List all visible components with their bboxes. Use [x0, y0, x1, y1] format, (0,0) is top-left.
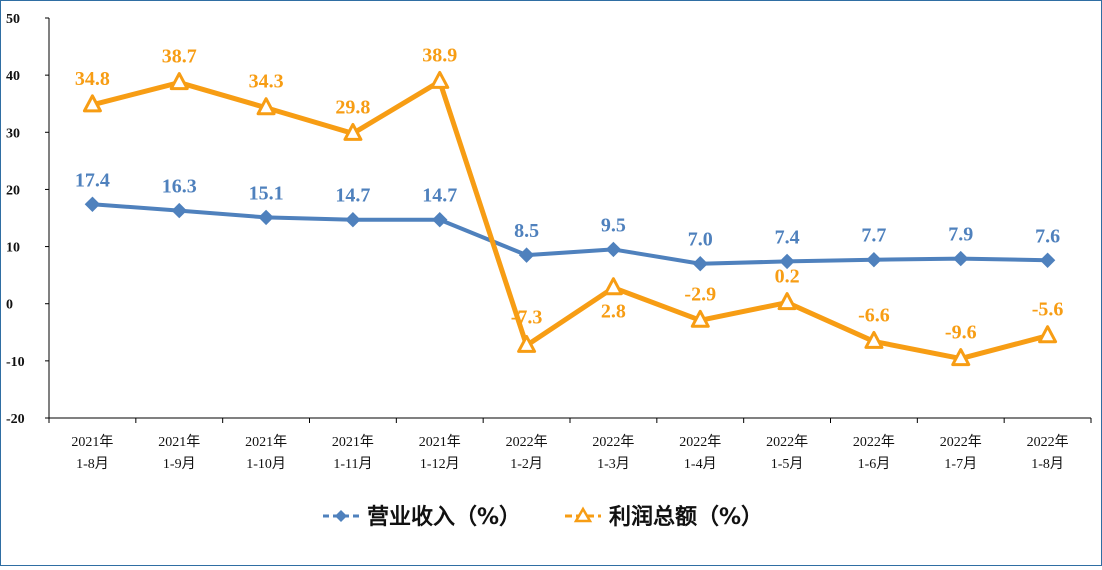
y-tick-label: 20 — [6, 183, 20, 198]
data-point-diamond — [432, 212, 448, 228]
data-point-triangle — [1038, 325, 1058, 344]
x-tick-label-period: 1-12月 — [420, 456, 460, 472]
x-tick-label-period: 1-11月 — [333, 456, 372, 472]
legend-label: 营业收入（%） — [367, 504, 521, 530]
data-point-diamond — [345, 212, 361, 228]
data-label: 9.5 — [601, 214, 626, 236]
data-point-diamond — [866, 252, 882, 268]
data-point-triangle — [690, 309, 710, 328]
data-point-triangle — [517, 334, 537, 353]
data-point-diamond — [518, 247, 535, 263]
data-label: 14.7 — [335, 185, 370, 207]
data-point-diamond — [953, 250, 969, 267]
series-profit: 34.8 38.7 34.3 29.8 38.9 -7.3 2.8 -2.9 0.2 -6.6 -9… — [75, 44, 1064, 367]
x-tick-label-period: 1-5月 — [771, 456, 804, 472]
series-line — [91, 78, 1049, 362]
data-point-triangle — [603, 277, 623, 296]
x-tick-label-year: 2022年 — [506, 434, 548, 450]
series-line — [92, 202, 1048, 266]
data-point-triangle — [169, 72, 189, 91]
legend-label: 利润总额（%） — [609, 504, 763, 530]
data-point-diamond — [692, 256, 708, 272]
y-tick-label: 10 — [6, 241, 20, 256]
data-point-diamond — [171, 202, 187, 219]
data-label: 34.8 — [75, 68, 110, 90]
x-axis-ticks: 2021年 1-8月 2021年 1-9月 2021年 1-10月 2021年 1-11月 20… — [48, 418, 1092, 472]
x-tick-label-period: 1-10月 — [246, 456, 286, 472]
data-label: 7.9 — [948, 224, 973, 246]
data-label: 7.7 — [861, 225, 886, 247]
data-label: 38.7 — [162, 46, 197, 68]
data-point-diamond — [258, 209, 274, 226]
data-point-diamond — [779, 253, 795, 270]
data-point-triangle — [864, 330, 884, 349]
data-label: 14.7 — [422, 185, 457, 207]
y-tick-label: -10 — [6, 355, 25, 370]
data-label: 15.1 — [249, 182, 284, 204]
y-tick-label: 50 — [6, 12, 20, 27]
data-label: 2.8 — [601, 301, 626, 323]
x-tick-label-period: 1-9月 — [163, 456, 196, 472]
data-label: 16.3 — [162, 176, 197, 198]
x-tick-label-year: 2022年 — [679, 434, 721, 450]
legend-item-profit: 利润总额（%） — [565, 504, 763, 530]
data-label: 0.2 — [775, 266, 800, 288]
x-tick-label-period: 1-3月 — [597, 456, 630, 472]
x-tick-label-period: 1-7月 — [944, 456, 977, 472]
y-tick-label: -20 — [6, 412, 25, 427]
legend: 营业收入（%） 利润总额（%） — [323, 504, 763, 530]
x-tick-label-year: 2022年 — [940, 434, 982, 450]
data-label: 38.9 — [422, 44, 457, 66]
x-tick-label-year: 2021年 — [158, 434, 200, 450]
data-label: 7.0 — [688, 229, 713, 251]
data-point-triangle — [430, 70, 450, 89]
x-tick-label-year: 2022年 — [592, 434, 634, 450]
x-tick-label-year: 2021年 — [71, 434, 113, 450]
data-point-diamond — [84, 196, 101, 212]
x-tick-label-year: 2021年 — [332, 434, 374, 450]
x-tick-label-year: 2022年 — [766, 434, 808, 450]
data-point-diamond — [605, 241, 622, 258]
data-point-triangle — [777, 292, 797, 311]
data-label: -2.9 — [684, 283, 716, 305]
data-label: -7.3 — [511, 306, 543, 328]
legend-marker-diamond — [335, 510, 347, 522]
x-tick-label-year: 2022年 — [1027, 434, 1069, 450]
data-label: 29.8 — [335, 96, 370, 118]
data-label: -6.6 — [858, 304, 890, 326]
y-axis-ticks: 50 40 30 20 10 0 -10 -20 — [6, 12, 49, 427]
data-label: -9.6 — [945, 322, 977, 344]
axes — [48, 18, 1091, 419]
data-label: 34.3 — [249, 71, 284, 93]
data-point-triangle — [343, 122, 363, 141]
series-revenue: 17.4 16.3 15.1 14.7 14.7 8.5 9.5 7.0 7.4 7.7 7.9 7.… — [75, 169, 1060, 272]
y-tick-label: 0 — [6, 298, 13, 313]
x-tick-label-period: 1-6月 — [858, 456, 891, 472]
y-tick-label: 30 — [6, 126, 20, 141]
x-tick-label-year: 2021年 — [419, 434, 461, 450]
data-label: -5.6 — [1032, 299, 1064, 321]
data-point-triangle — [256, 97, 276, 116]
data-point-diamond — [1039, 252, 1056, 268]
x-tick-label-period: 1-8月 — [76, 456, 109, 472]
data-point-triangle — [82, 94, 102, 113]
legend-item-revenue: 营业收入（%） — [323, 504, 521, 530]
series-layer: 17.4 16.3 15.1 14.7 14.7 8.5 9.5 7.0 7.4 7.7 7.9 7.… — [75, 44, 1064, 367]
x-tick-label-year: 2022年 — [853, 434, 895, 450]
data-label: 7.4 — [775, 226, 800, 248]
x-tick-label-period: 1-8月 — [1031, 456, 1064, 472]
x-tick-label-period: 1-2月 — [510, 456, 543, 472]
legend-marker-triangle — [573, 506, 593, 523]
data-label: 17.4 — [75, 169, 110, 191]
data-point-triangle — [951, 348, 971, 367]
data-label: 8.5 — [514, 220, 539, 242]
x-tick-label-year: 2021年 — [245, 434, 287, 450]
data-label: 7.6 — [1035, 225, 1060, 247]
x-tick-label-period: 1-4月 — [684, 456, 717, 472]
y-tick-label: 40 — [6, 69, 20, 84]
